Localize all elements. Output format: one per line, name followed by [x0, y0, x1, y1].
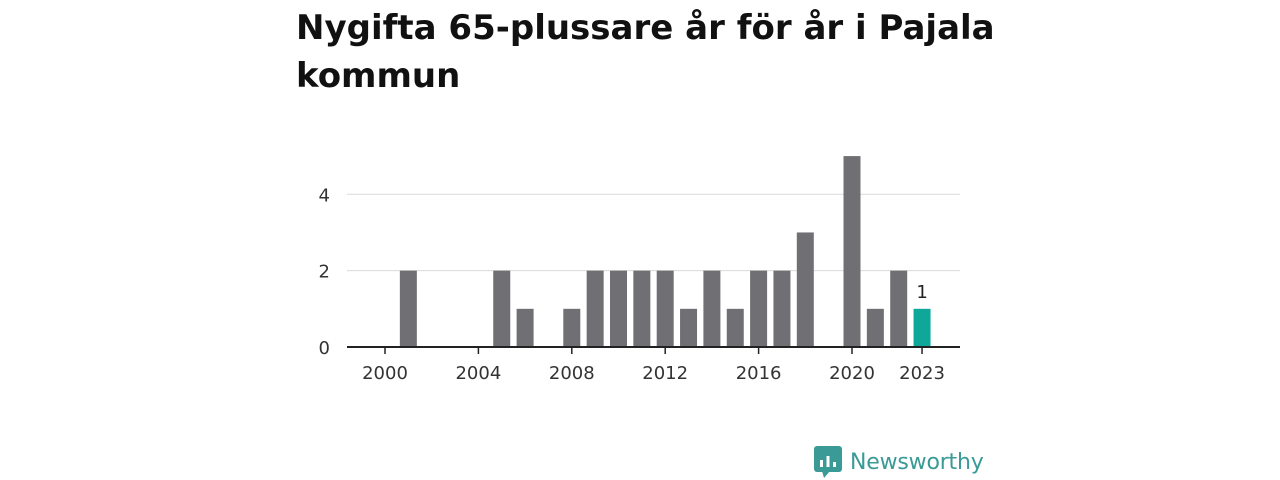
- bar-2013: [680, 308, 698, 347]
- bar-2018: [796, 232, 814, 347]
- chart-title: Nygifta 65-plussare år för år i Pajala k…: [296, 8, 995, 96]
- axes: [347, 346, 960, 354]
- x-tick-label: 2020: [829, 363, 875, 384]
- bar-2020: [843, 156, 861, 347]
- bar-2016: [750, 270, 768, 347]
- bar-2001: [399, 270, 417, 347]
- bars: [399, 156, 931, 347]
- x-tick-label: 2016: [736, 363, 782, 384]
- bar-2017: [773, 270, 791, 347]
- bar-2010: [610, 270, 627, 347]
- bar-2011: [633, 270, 651, 347]
- tick-labels: 0 2 4 1 2000 2004 2008 2012 2016 2020 2023: [319, 185, 945, 384]
- bar-2023: [913, 308, 931, 347]
- bar-2006: [516, 308, 534, 347]
- x-tick-label: 2012: [642, 363, 688, 384]
- bar-2014: [703, 270, 721, 347]
- x-tick-label: 2004: [455, 363, 501, 384]
- x-tick-label: 2000: [362, 363, 408, 384]
- y-tick-label: 4: [319, 185, 330, 206]
- data-label-2023: 1: [916, 282, 927, 303]
- x-tick-label: 2023: [899, 363, 945, 384]
- bar-chart: 0 2 4 1 2000 2004 2008 2012 2016 2020 2023: [319, 156, 960, 384]
- bar-2022: [890, 270, 908, 347]
- bar-2005: [493, 270, 511, 347]
- bar-chart-speech-bubble-icon: [814, 446, 842, 478]
- brand-name: Newsworthy: [850, 449, 984, 475]
- y-tick-label: 0: [319, 338, 330, 359]
- bar-2021: [866, 308, 884, 347]
- bar-2008: [563, 308, 581, 347]
- x-tick-label: 2008: [549, 363, 595, 384]
- newsworthy-brand: Newsworthy: [814, 446, 984, 478]
- bar-2015: [726, 308, 744, 347]
- gridlines: [347, 193, 960, 272]
- bar-2012: [656, 270, 674, 347]
- y-tick-label: 2: [319, 262, 330, 283]
- bar-2009: [586, 270, 604, 347]
